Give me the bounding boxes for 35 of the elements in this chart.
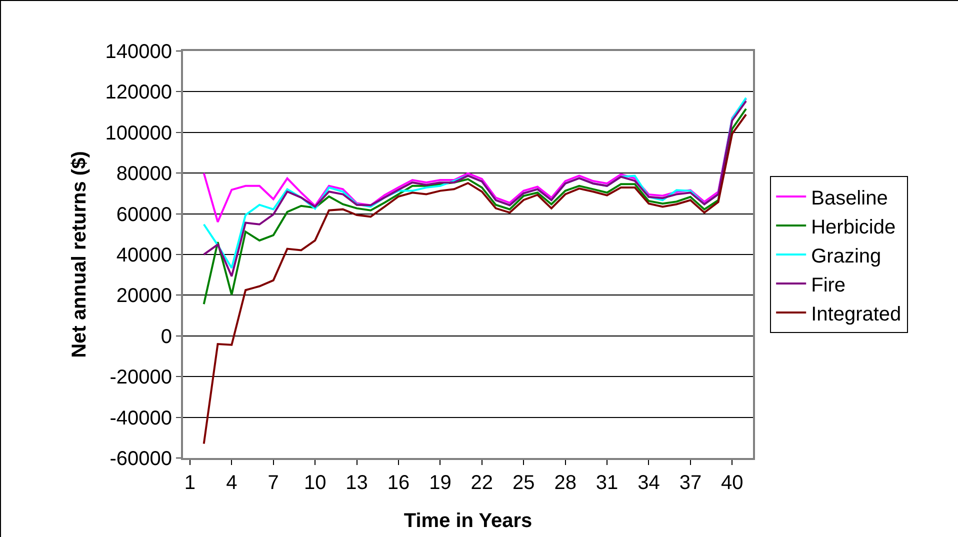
legend-label: Integrated <box>811 303 902 326</box>
x-tick-label: 28 <box>554 472 576 494</box>
x-tick-label: 37 <box>679 472 702 494</box>
x-tick-label: 13 <box>346 472 368 494</box>
x-axis-title: Time in Years <box>404 510 532 532</box>
y-tick-label: 40000 <box>116 244 172 266</box>
legend-label: Baseline <box>811 187 888 210</box>
y-tick-label: 120000 <box>105 82 172 104</box>
x-tick-label: 1 <box>184 472 196 494</box>
y-tick-label: -20000 <box>110 366 172 389</box>
y-tick-label: 0 <box>160 326 172 348</box>
x-tick-label: 40 <box>721 472 744 494</box>
y-axis-title: Net annual returns ($) <box>68 151 90 358</box>
y-tick-label: -60000 <box>110 448 172 470</box>
x-tick-label: 4 <box>226 472 238 494</box>
line-series <box>202 113 748 445</box>
y-tick-label: -40000 <box>110 407 172 430</box>
y-tick-label: 140000 <box>105 41 172 63</box>
x-tick-label: 16 <box>387 472 410 494</box>
y-tick-label: 20000 <box>116 285 172 308</box>
y-tick-label: 100000 <box>105 122 172 144</box>
x-tick-label: 31 <box>596 472 618 494</box>
line-series <box>202 108 748 306</box>
legend-label: Fire <box>811 274 846 296</box>
y-tick-label: 60000 <box>116 204 172 226</box>
y-tick-label: 80000 <box>116 163 172 186</box>
legend-label: Herbicide <box>811 216 896 238</box>
x-tick-label: 25 <box>512 472 535 494</box>
x-tick-label: 34 <box>638 472 660 494</box>
x-tick-label: 7 <box>268 472 279 494</box>
x-tick-label: 19 <box>429 472 452 494</box>
x-tick-label: 22 <box>470 472 494 494</box>
x-tick-label: 10 <box>304 472 326 494</box>
legend-label: Grazing <box>811 245 882 268</box>
line-series <box>202 98 748 223</box>
